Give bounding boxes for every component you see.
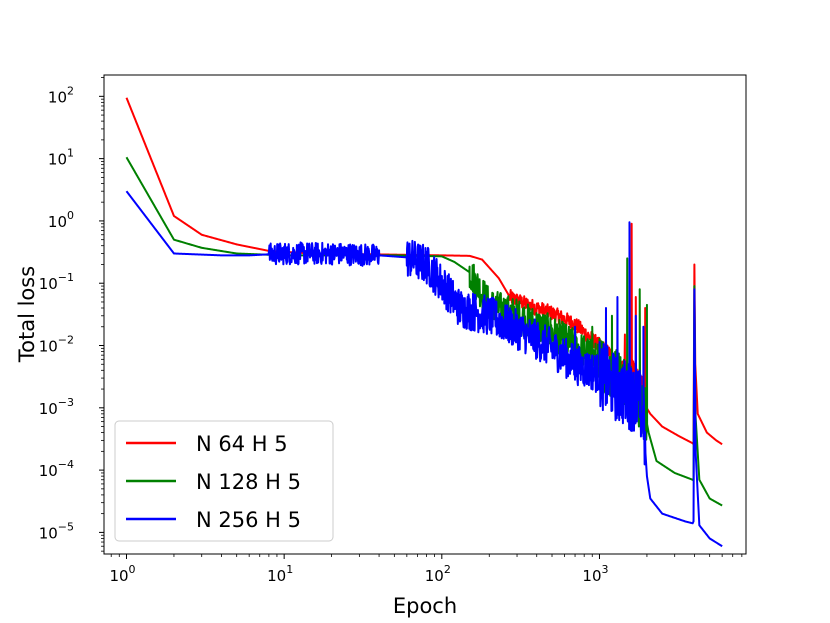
legend-label-1: N 64 H 5 <box>196 432 288 456</box>
legend-label-2: N 128 H 5 <box>196 470 301 494</box>
x-axis-label: Epoch <box>393 594 457 618</box>
series-layer <box>125 97 724 548</box>
legend-frame <box>114 420 334 542</box>
y-axis-label: Total loss <box>15 266 39 363</box>
series-line-3 <box>125 190 724 548</box>
legend-label-3: N 256 H 5 <box>196 508 301 532</box>
legend: N 64 H 5 N 128 H 5 N 256 H 5 <box>114 420 334 542</box>
plot-frame <box>103 74 747 555</box>
